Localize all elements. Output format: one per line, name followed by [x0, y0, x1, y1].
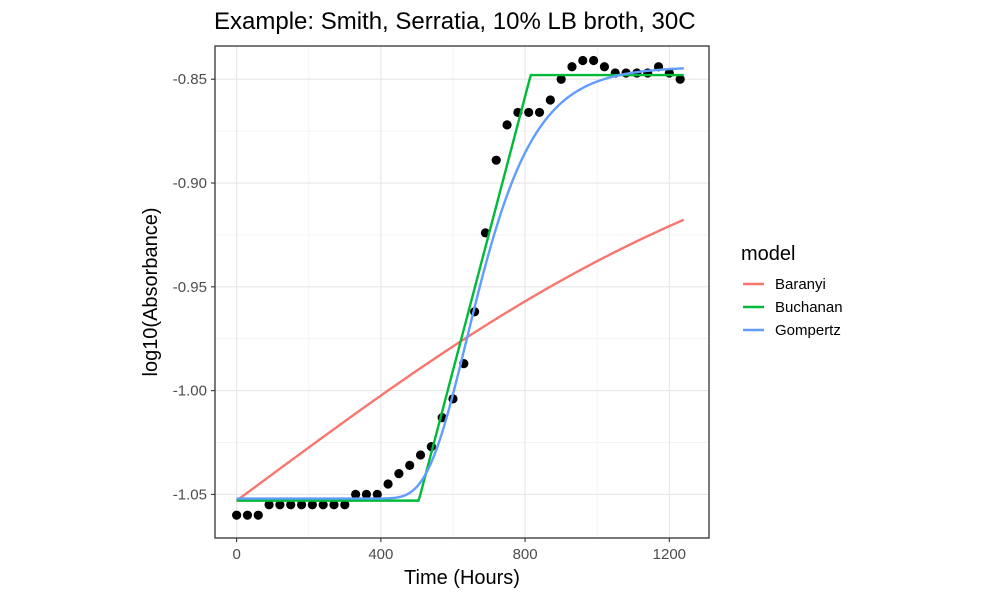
- data-point: [491, 155, 501, 165]
- data-point: [534, 107, 545, 118]
- legend-label-buchanan: Buchanan: [775, 299, 843, 316]
- data-point: [556, 74, 566, 84]
- grid-lines: [215, 46, 709, 538]
- chart-title: Example: Smith, Serratia, 10% LB broth, …: [214, 8, 696, 35]
- data-point: [318, 500, 328, 510]
- data-point: [394, 469, 404, 479]
- y-tick-label: -0.85: [173, 71, 207, 88]
- data-point: [340, 500, 350, 510]
- data-point: [242, 510, 253, 520]
- data-point: [545, 95, 555, 105]
- x-tick-label: 800: [513, 546, 538, 563]
- data-point: [405, 460, 415, 470]
- data-point: [502, 120, 512, 130]
- data-point: [415, 450, 426, 460]
- legend: model Baranyi Buchanan Gompertz: [741, 243, 843, 339]
- data-point: [296, 500, 307, 510]
- data-point: [383, 479, 393, 489]
- data-point: [578, 55, 588, 66]
- data-point: [232, 510, 242, 520]
- data-point: [372, 489, 382, 500]
- curve-baranyi: [235, 218, 685, 502]
- data-point: [307, 500, 317, 510]
- panel-border: [214, 45, 710, 539]
- data-point: [675, 74, 685, 84]
- data-point: [264, 500, 274, 510]
- data-point: [589, 55, 599, 66]
- x-tick-label: 1200: [653, 546, 686, 563]
- x-axis-title: Time (Hours): [404, 567, 520, 589]
- legend-items: Baranyi Buchanan Gompertz: [743, 276, 843, 339]
- curve-gompertz: [236, 67, 684, 500]
- y-tick-label: -0.95: [173, 279, 207, 296]
- observed-points: [232, 55, 685, 520]
- y-tick-label: -1.05: [173, 486, 207, 503]
- data-point: [286, 500, 296, 510]
- y-tick-label: -1.00: [173, 383, 207, 400]
- y-tick-label: -0.90: [173, 175, 207, 192]
- data-point: [253, 510, 263, 520]
- curve-buchanan: [236, 73, 684, 502]
- legend-label-gompertz: Gompertz: [775, 322, 841, 339]
- data-point: [524, 107, 534, 118]
- axis-ticks: 0 400 800 1200 -1.05 -1.00 -0.95 -0.90 -0.85: [173, 71, 686, 563]
- legend-title: model: [741, 243, 795, 265]
- data-point: [351, 489, 361, 500]
- data-point: [329, 500, 339, 510]
- y-axis-title: log10(Absorbance): [140, 208, 162, 377]
- x-tick-label: 400: [368, 546, 393, 563]
- x-tick-label: 0: [232, 546, 240, 563]
- legend-label-baranyi: Baranyi: [775, 276, 826, 293]
- data-point: [567, 62, 577, 72]
- data-point: [275, 500, 285, 510]
- data-point: [361, 489, 372, 500]
- model-curves: [235, 67, 685, 502]
- data-point: [599, 62, 610, 72]
